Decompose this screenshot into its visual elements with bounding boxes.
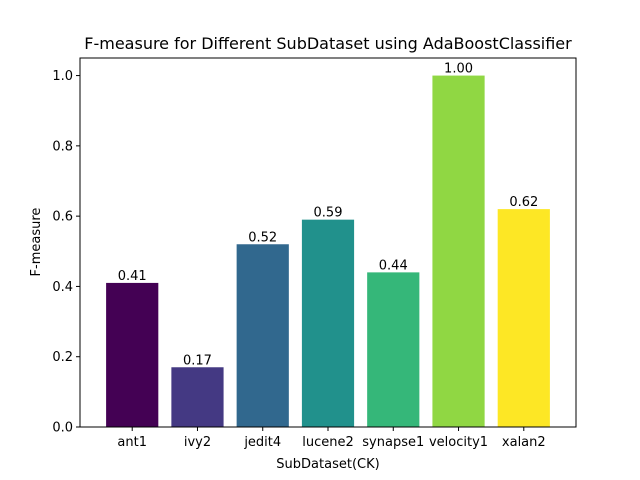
y-tick-label: 0.8 — [52, 139, 73, 154]
bar-jedit4 — [236, 244, 289, 427]
bar-synapse1 — [367, 272, 420, 427]
data-label-ivy2: 0.17 — [183, 353, 212, 368]
bars-group — [106, 75, 550, 428]
y-tick-label: 0.0 — [52, 421, 73, 436]
bar-ivy2 — [171, 367, 224, 427]
data-label-jedit4: 0.52 — [248, 230, 277, 245]
y-tick-label: 0.6 — [52, 210, 73, 225]
y-axis-label: F-measure — [29, 208, 44, 277]
x-tick-label-velocity1: velocity1 — [429, 435, 488, 450]
x-tick-label-synapse1: synapse1 — [362, 435, 424, 450]
y-tick-label: 1.0 — [52, 69, 73, 84]
data-label-xalan2: 0.62 — [509, 195, 538, 210]
data-label-synapse1: 0.44 — [379, 258, 408, 273]
y-axis: 0.0 0.2 0.4 0.6 0.8 1.0 — [52, 69, 80, 436]
x-tick-label-ant1: ant1 — [117, 435, 147, 450]
data-label-velocity1: 1.00 — [444, 62, 473, 77]
plot-frame — [79, 57, 577, 428]
x-axis-label: SubDataset(CK) — [276, 457, 379, 472]
data-labels-group: 0.41 0.17 0.52 0.59 0.44 1.00 0.62 — [118, 62, 539, 369]
y-tick-label: 0.2 — [52, 350, 73, 365]
chart-title: F-measure for Different SubDataset using… — [84, 34, 572, 53]
x-tick-label-ivy2: ivy2 — [184, 435, 211, 450]
y-tick-label: 0.4 — [52, 280, 73, 295]
bar-velocity1 — [432, 75, 485, 428]
bar-ant1 — [106, 282, 159, 427]
bar-lucene2 — [301, 219, 355, 427]
x-tick-label-xalan2: xalan2 — [502, 435, 546, 450]
data-label-ant1: 0.41 — [118, 269, 147, 284]
x-tick-label-lucene2: lucene2 — [302, 435, 354, 450]
x-axis: ant1 ivy2 jedit4 lucene2 synapse1 velocity1 xa… — [117, 427, 546, 450]
x-tick-label-jedit4: jedit4 — [243, 435, 281, 450]
bar-xalan2 — [497, 209, 550, 427]
data-label-lucene2: 0.59 — [314, 206, 343, 221]
